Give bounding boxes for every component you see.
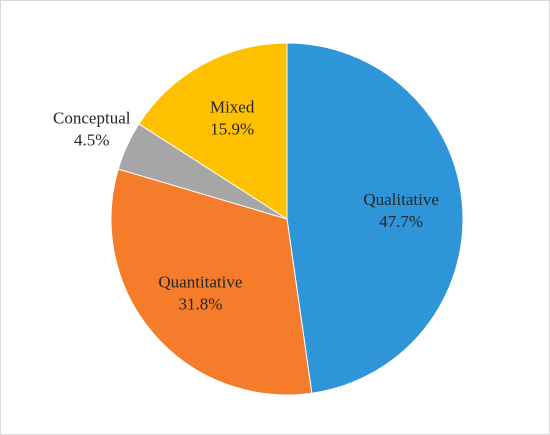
slice-label: Qualitative xyxy=(363,190,439,209)
slice-label: Mixed xyxy=(210,98,255,117)
slice-label: Conceptual xyxy=(53,109,131,128)
slice xyxy=(110,168,313,396)
slice-value: 15.9% xyxy=(210,120,254,139)
slice xyxy=(138,42,288,220)
slice-label: Quantitative xyxy=(158,273,242,292)
slice-value: 47.7% xyxy=(379,212,423,231)
pie xyxy=(110,42,464,396)
slice-value: 31.8% xyxy=(178,295,222,314)
labels: Qualitative 47.7% Quantitative 31.8% Concept… xyxy=(53,98,439,314)
slice-value: 4.5% xyxy=(74,131,109,150)
slice xyxy=(286,42,464,394)
